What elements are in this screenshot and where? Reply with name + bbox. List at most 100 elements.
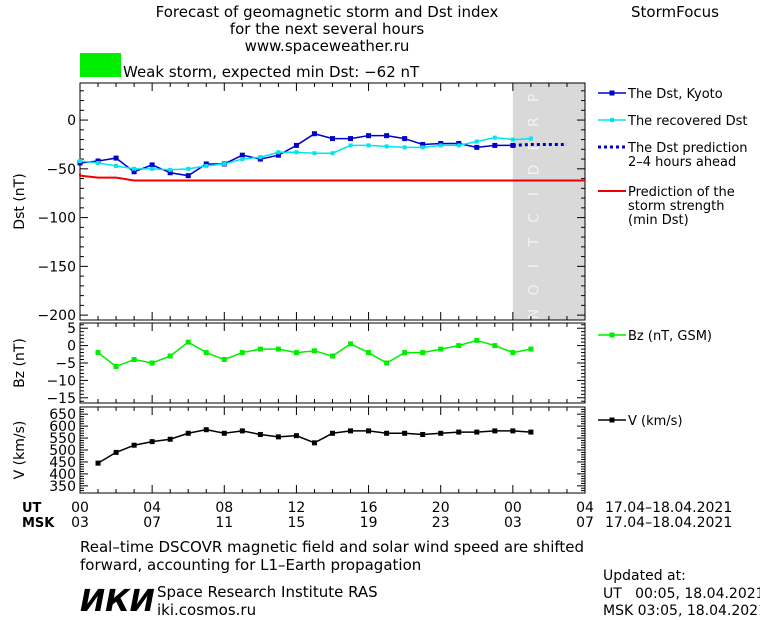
institute-website: iki.cosmos.ru	[157, 601, 256, 619]
data-point	[312, 151, 317, 156]
data-point	[276, 150, 281, 155]
legend-label: The Dst prediction 2–4 hours ahead	[627, 141, 748, 170]
data-point	[366, 350, 372, 356]
data-point	[239, 350, 245, 356]
legend-label: Prediction of the storm strength (min Dst)	[628, 185, 735, 228]
y-tick-label: 450	[49, 455, 76, 471]
data-point	[258, 155, 263, 160]
data-point	[348, 428, 354, 434]
time-range-label: 17.04–18.04.2021	[605, 500, 732, 516]
series-line	[79, 173, 585, 182]
data-point	[293, 142, 299, 148]
data-point	[95, 350, 101, 356]
series-line	[79, 136, 531, 171]
time-tick-label: 11	[215, 515, 233, 531]
data-point	[113, 449, 119, 455]
data-point	[185, 173, 191, 179]
y-tick-label: −100	[38, 211, 76, 227]
data-point	[78, 159, 82, 164]
prediction-band-letter: I	[527, 190, 543, 196]
prediction-band	[512, 83, 585, 320]
data-point	[384, 430, 390, 436]
data-point	[167, 353, 173, 359]
data-point	[221, 430, 227, 436]
data-point	[167, 436, 173, 442]
y-tick-label: −5	[55, 356, 76, 372]
y-tick-label: 600	[49, 419, 76, 435]
data-point	[348, 143, 353, 148]
data-point	[528, 136, 533, 141]
time-row-label: MSK	[22, 516, 55, 531]
data-point	[510, 350, 516, 356]
legend-marker	[609, 417, 615, 423]
prediction-band-letter: I	[527, 262, 543, 268]
y-tick-label: 400	[49, 467, 76, 483]
data-point	[221, 357, 227, 363]
y-tick-label: 0	[67, 339, 76, 355]
data-point	[186, 166, 191, 171]
data-point	[150, 166, 155, 171]
time-tick-label: 04	[576, 500, 594, 516]
prediction-band-letter: C	[527, 211, 543, 223]
data-point	[113, 155, 119, 161]
data-point	[330, 136, 335, 142]
data-point	[528, 429, 534, 435]
data-point	[168, 167, 173, 172]
legend-label: V (km/s)	[628, 414, 683, 429]
prediction-band-letter: O	[527, 282, 543, 295]
data-point	[239, 152, 245, 158]
storm-status-text: Weak storm, expected min Dst: −62 nT	[123, 63, 420, 81]
data-point	[222, 161, 227, 166]
data-point	[330, 430, 335, 436]
prediction-band-letter: D	[527, 163, 543, 176]
data-point	[131, 357, 137, 363]
time-tick-label: 00	[504, 500, 522, 516]
data-point	[114, 163, 119, 168]
data-point	[438, 430, 444, 436]
time-tick-label: 20	[432, 500, 450, 516]
data-point	[167, 170, 173, 176]
data-point	[492, 135, 497, 140]
y-tick-label: 500	[49, 443, 76, 459]
data-point	[311, 131, 317, 137]
series-line	[97, 428, 531, 464]
time-range-label: 17.04–18.04.2021	[605, 515, 732, 531]
prediction-band-letter: T	[527, 236, 543, 248]
data-point	[456, 143, 461, 148]
data-point	[456, 343, 462, 349]
data-point	[348, 136, 354, 142]
data-point	[402, 430, 408, 436]
data-point	[203, 350, 209, 356]
dst-panel: P R E D I C T I ON 0 −50 −100 −150 −200 Dst (nT) The Ds…	[12, 82, 748, 324]
data-point	[492, 343, 498, 349]
prediction-band-letter: R	[527, 115, 543, 127]
y-tick-label: 650	[49, 407, 76, 423]
data-point	[96, 160, 101, 165]
data-point	[402, 350, 408, 356]
data-point	[366, 133, 372, 139]
time-tick-label: 23	[432, 515, 450, 531]
data-point	[438, 143, 443, 148]
data-point	[330, 151, 335, 156]
legend-label: The recovered Dst	[627, 114, 747, 129]
y-tick-label: −15	[46, 391, 76, 407]
data-point	[420, 350, 426, 356]
propagation-note-line-2: forward, accounting for L1–Earth propaga…	[80, 556, 421, 574]
updated-ut: UT 00:05, 18.04.2021	[603, 586, 760, 602]
data-point	[510, 428, 516, 434]
time-axis: UT 00 04 08 12 16 20 00 04 17.04–18.04.2021 MSK 03 0…	[22, 500, 732, 531]
time-tick-label: 15	[288, 515, 306, 531]
data-point	[293, 350, 299, 356]
title-line-1: Forecast of geomagnetic storm and Dst in…	[156, 3, 499, 21]
data-point	[510, 137, 515, 142]
prediction-band-letter: E	[527, 140, 543, 151]
data-point	[185, 430, 191, 436]
data-point	[474, 337, 480, 343]
prediction-band-letter: N	[527, 307, 543, 319]
data-point	[240, 157, 245, 162]
data-point	[492, 142, 498, 148]
data-point	[275, 434, 281, 440]
legend-marker	[609, 90, 615, 96]
